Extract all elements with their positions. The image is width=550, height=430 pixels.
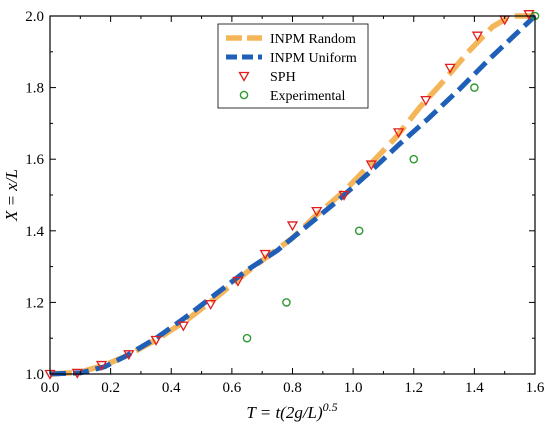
legend-entry: INPM Uniform xyxy=(226,51,357,66)
x-tick-label: 0.2 xyxy=(101,380,120,396)
y-tick-label: 2.0 xyxy=(25,9,44,25)
legend-label: INPM Random xyxy=(270,32,356,47)
legend-label: SPH xyxy=(270,70,296,85)
y-tick-label: 1.4 xyxy=(25,224,44,240)
x-axis-title: T = t(2g/L)0.5 xyxy=(246,400,337,422)
data-point xyxy=(123,350,135,361)
x-tick-label: 1.0 xyxy=(344,380,363,396)
data-point xyxy=(150,335,162,346)
data-point xyxy=(205,300,217,311)
data-point xyxy=(311,206,323,217)
axis-ticks: 0.0 0.2 0.4 0.6 0.8 1.0 1.2 1.4 1.6 1.0 1.2 1.4 1.6 1… xyxy=(25,9,545,396)
legend-entry: INPM Random xyxy=(226,32,356,47)
x-tick-label: 0.6 xyxy=(223,380,242,396)
data-point xyxy=(242,333,252,343)
y-tick-label: 1.8 xyxy=(25,81,44,97)
y-tick-label: 1.6 xyxy=(25,152,44,168)
legend-label: Experimental xyxy=(270,89,346,104)
x-tick-label: 1.6 xyxy=(526,380,545,396)
legend: INPM Random INPM Uniform SPH Experimental xyxy=(217,23,369,109)
legend-swatch xyxy=(239,90,249,100)
data-point xyxy=(232,276,244,287)
series-2 xyxy=(44,10,535,380)
data-point xyxy=(282,298,291,307)
series-3 xyxy=(242,11,540,343)
x-tick-label: 0.8 xyxy=(283,380,302,396)
x-axis-title-exponent: 0.5 xyxy=(323,400,338,414)
data-point xyxy=(392,128,405,139)
legend-box xyxy=(217,23,369,109)
legend-entry: SPH xyxy=(238,70,296,85)
y-axis-title: X = x/L xyxy=(2,169,21,222)
data-point xyxy=(95,360,108,371)
x-tick-label: 1.4 xyxy=(465,380,484,396)
data-point xyxy=(259,249,271,260)
data-point xyxy=(420,95,432,106)
data-point xyxy=(338,190,350,201)
y-tick-label: 1.0 xyxy=(25,367,44,383)
legend-items: INPM Random INPM Uniform SPH Experimental xyxy=(226,32,357,104)
legend-label: INPM Uniform xyxy=(270,51,357,66)
data-point xyxy=(177,321,189,332)
legend-entry: Experimental xyxy=(239,89,346,104)
series-line xyxy=(49,14,537,377)
x-axis-title-main: T = t(2g/L) xyxy=(246,403,323,422)
data-point xyxy=(470,83,479,92)
data-point xyxy=(286,221,299,232)
data-point xyxy=(409,154,419,164)
x-tick-label: 1.2 xyxy=(404,380,423,396)
marks-layer xyxy=(44,10,540,380)
series-1 xyxy=(49,14,537,377)
data-point xyxy=(444,63,456,74)
y-tick-label: 1.2 xyxy=(25,295,44,311)
data-point xyxy=(365,160,377,171)
x-tick-label: 0.0 xyxy=(41,380,60,396)
x-tick-label: 0.4 xyxy=(162,380,181,396)
legend-swatch xyxy=(238,71,250,82)
data-point xyxy=(354,226,364,236)
data-point xyxy=(471,31,484,42)
